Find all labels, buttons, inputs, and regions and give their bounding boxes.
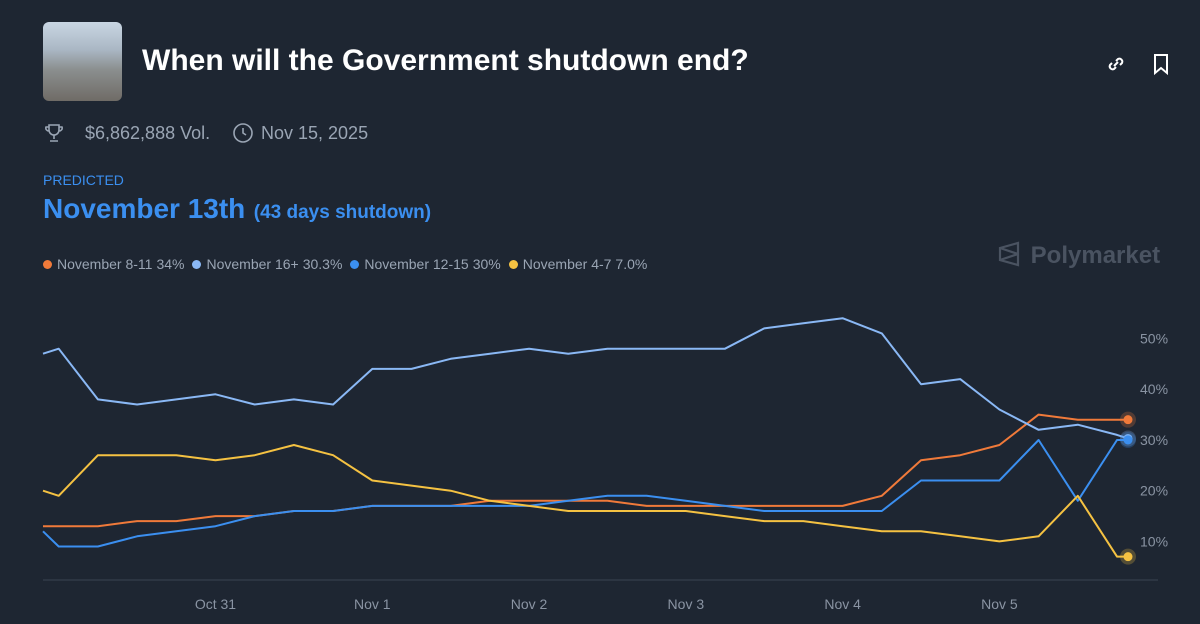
end-dot (1123, 552, 1133, 562)
brand: Polymarket (996, 240, 1160, 270)
predicted-note: (43 days shutdown) (253, 202, 432, 223)
legend-item: November 8-11 34% (43, 256, 184, 272)
x-tick-label: Nov 4 (824, 596, 861, 612)
end-date: Nov 15, 2025 (261, 123, 369, 143)
volume: $6,862,888 Vol. (85, 123, 211, 143)
legend-dot (350, 260, 360, 269)
x-tick-label: Nov 2 (511, 596, 548, 612)
legend-item: November 12-15 30% (350, 256, 501, 272)
predicted: November 13th (43 days shutdown) (43, 193, 431, 225)
legend-name: November 4-7 (522, 256, 612, 272)
end-dot (1123, 415, 1133, 425)
legend-dot (192, 260, 202, 269)
brand-name: Polymarket (1030, 242, 1161, 269)
x-tick-label: Oct 31 (195, 596, 236, 612)
clock-icon (233, 123, 253, 143)
legend-value: 34% (156, 256, 185, 272)
x-tick-label: Nov 1 (354, 596, 391, 612)
y-tick-label: 30% (1140, 432, 1168, 448)
legend-dot (43, 260, 52, 269)
series-line (42, 317, 1129, 440)
legend-dot (508, 260, 518, 269)
y-tick-label: 10% (1140, 533, 1168, 549)
legend-value: 30.3% (302, 256, 343, 272)
legend-item: November 4-7 7.0% (508, 256, 648, 272)
market-image (43, 22, 122, 101)
legend-value: 30% (472, 256, 501, 272)
title: When will the Government shutdown end? (142, 44, 749, 77)
x-tick-label: Nov 3 (668, 596, 705, 612)
legend: November 8-11 34% November 16+ 30.3% Novembe… (43, 256, 655, 272)
end-dot (1123, 435, 1133, 445)
y-tick-label: 40% (1140, 381, 1168, 397)
series-line (42, 444, 1128, 558)
series-line (43, 413, 1128, 528)
x-tick-label: Nov 5 (981, 596, 1018, 612)
legend-value: 7.0% (615, 256, 648, 272)
link-icon[interactable] (1104, 52, 1128, 76)
trophy-icon (45, 124, 63, 142)
y-tick-label: 50% (1140, 331, 1168, 347)
legend-name: November 12-15 (364, 256, 469, 272)
y-tick-label: 20% (1140, 483, 1168, 499)
brand-logo (998, 241, 1020, 267)
legend-item: November 16+ 30.3% (192, 256, 342, 272)
series-line (42, 439, 1128, 548)
predicted-label: PREDICTED (43, 172, 124, 188)
legend-name: November 16+ (206, 256, 299, 272)
bookmark-icon[interactable] (1150, 52, 1172, 76)
predicted-outcome: November 13th (43, 193, 246, 224)
legend-name: November 8-11 (57, 256, 153, 272)
